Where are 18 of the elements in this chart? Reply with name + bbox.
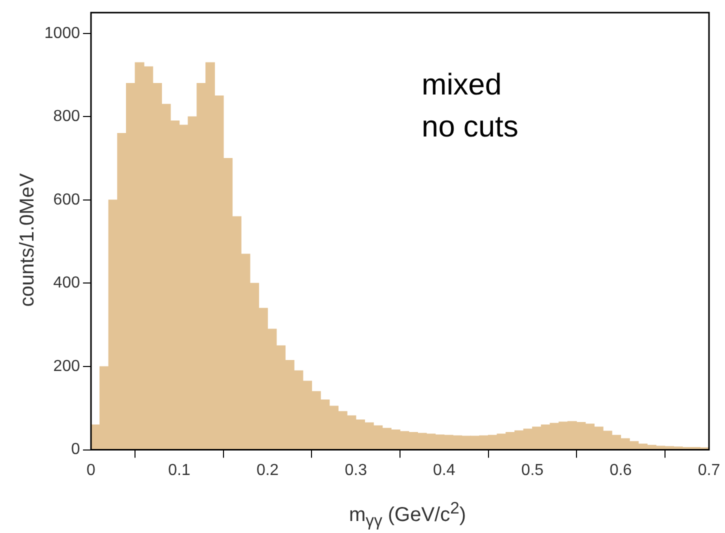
x-tick-label: 0.7 [698,462,720,479]
x-tick-label: 0.6 [610,462,632,479]
y-tick-label: 1000 [44,24,80,42]
annotation: no cuts [422,110,518,144]
x-tick-label: 0.1 [168,462,191,479]
x-tick-label: 0.2 [256,462,279,479]
x-tick-label: 0.3 [344,462,368,479]
x-tick-label: 0 [86,462,96,479]
x-axis-title: m$_{γγ}$ (GeV/c$^{2}$) [348,498,466,530]
y-tick-label: 0 [71,441,80,458]
x-tick-label: 0.5 [521,462,544,479]
y-axis-title: counts/1.0MeV [16,173,40,307]
x-tick-label: 0.4 [433,462,456,479]
y-tick-label: 200 [53,358,80,375]
annotation: mixed [422,68,502,102]
y-tick-label: 400 [53,274,80,292]
y-tick-label: 800 [53,108,80,126]
y-tick-label: 600 [53,191,80,208]
